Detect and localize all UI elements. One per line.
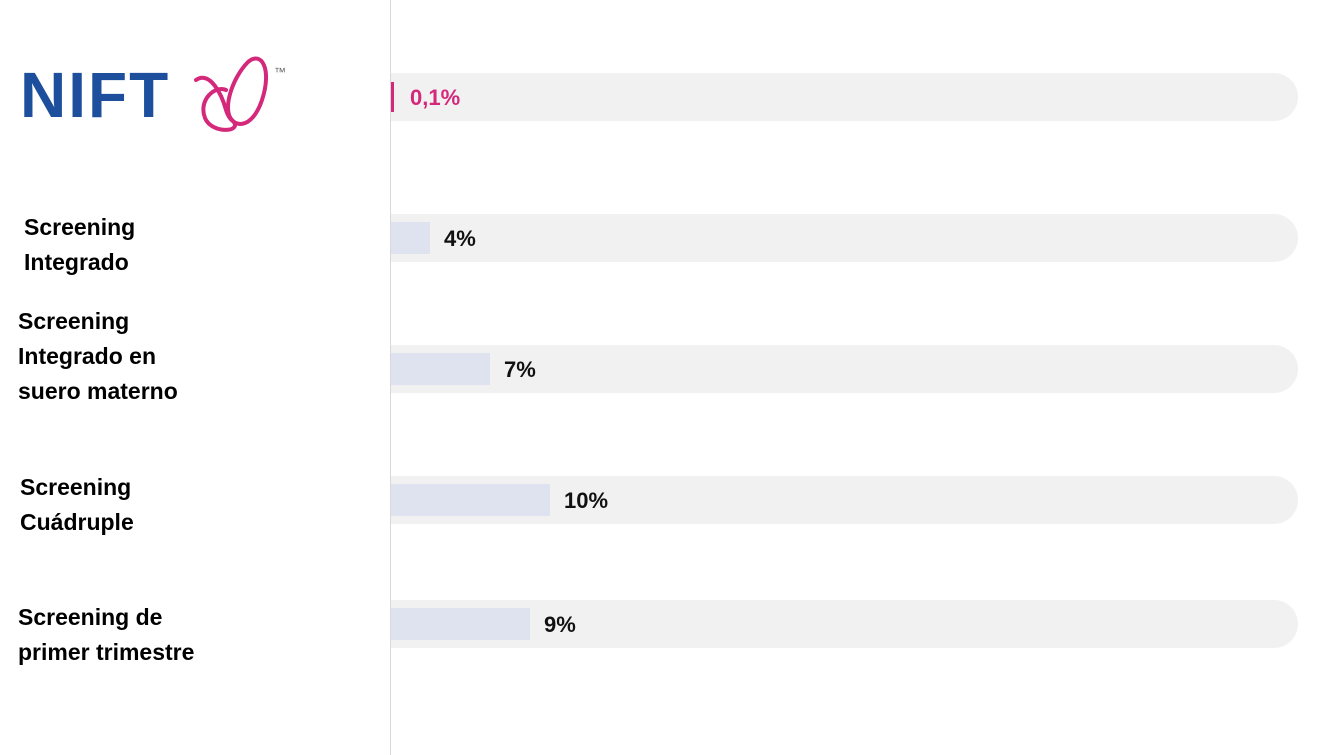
logo-text: NIFT	[20, 59, 170, 131]
category-label: Screening Integrado en suero materno	[18, 308, 178, 404]
side-panel	[0, 0, 390, 755]
bar-track	[360, 476, 1298, 524]
bar	[391, 82, 394, 112]
value-label: 10%	[564, 488, 608, 513]
category-label: Screening Integrado	[24, 214, 136, 275]
value-label: 0,1%	[410, 85, 460, 110]
bar-track	[360, 73, 1298, 121]
value-label: 9%	[544, 612, 576, 637]
bar-track	[360, 600, 1298, 648]
category-label: Screening de primer trimestre	[18, 604, 195, 665]
bar-track	[360, 214, 1298, 262]
logo-heart	[194, 56, 268, 132]
bar-track	[360, 345, 1298, 393]
value-label: 7%	[504, 357, 536, 382]
logo-mark: ™	[274, 65, 286, 79]
category-label: Screening Cuádruple	[20, 474, 134, 535]
value-label: 4%	[444, 226, 476, 251]
